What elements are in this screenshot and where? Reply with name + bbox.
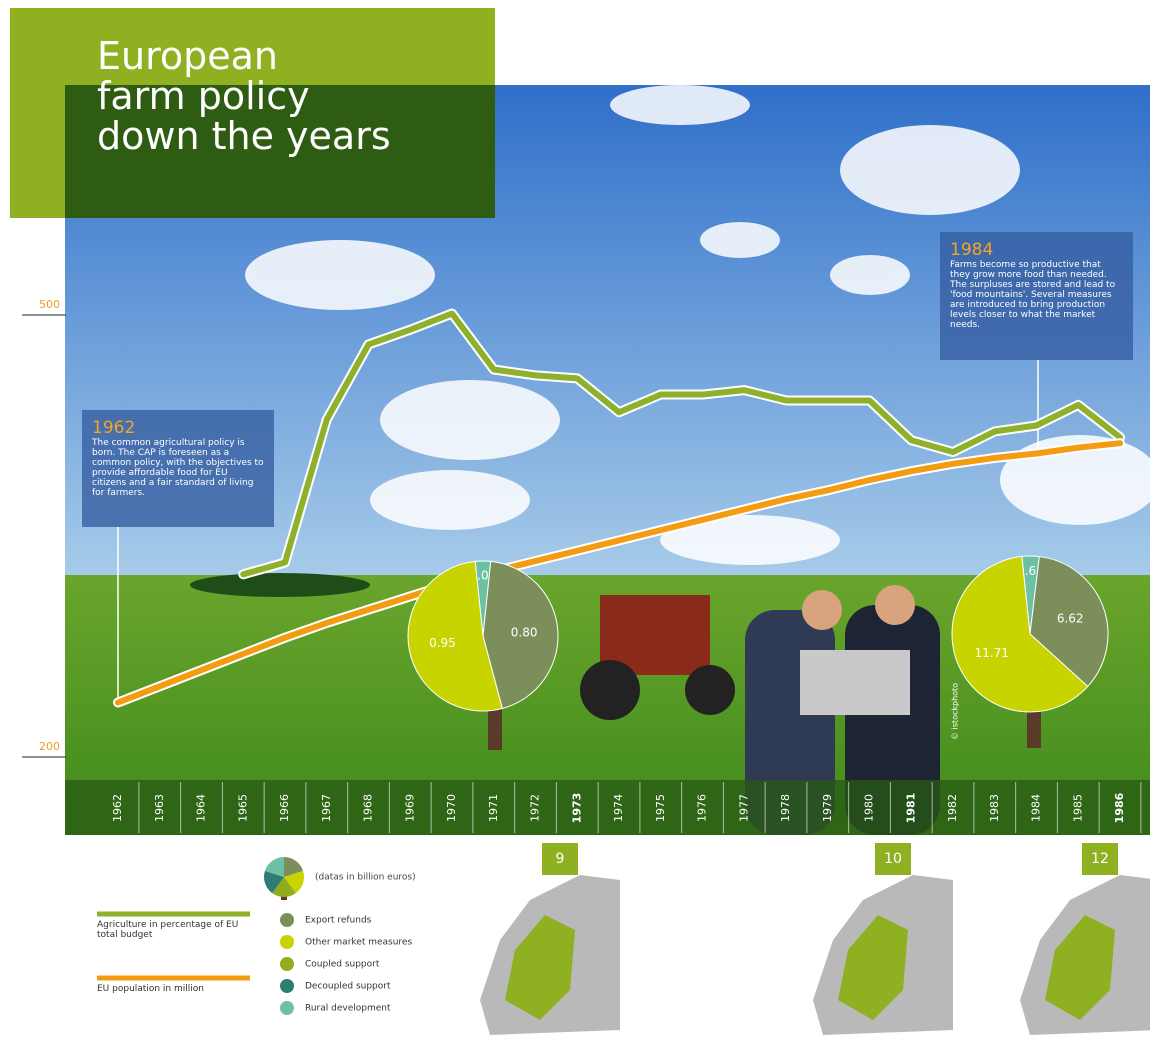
x-tick-label: 1984 [1030, 794, 1043, 822]
infographic: © istockphoto (datas in billion euros) 2… [0, 0, 1150, 1041]
x-tick-label: 1965 [236, 794, 249, 822]
pie-note: (datas in billion euros) [315, 873, 416, 883]
x-tick-label: 1967 [320, 794, 333, 822]
legend-label: EU population in million [97, 984, 257, 994]
x-tick-label: 1971 [487, 794, 500, 822]
x-tick-label: 1973 [570, 793, 583, 824]
x-tick-label: 1980 [863, 794, 876, 822]
x-tick-label: 1981 [904, 793, 917, 824]
pie-label: 11.71 [975, 646, 1009, 660]
pie-label: 6.62 [1057, 612, 1084, 626]
legend-label: Rural development [305, 1004, 391, 1014]
annotation-text: Farms become so productive that they gro… [950, 260, 1123, 330]
legend-label: Agriculture in percentage of EU total bu… [97, 920, 257, 940]
title-line: European [97, 36, 391, 76]
title-line: down the years [97, 116, 391, 156]
x-tick-label: 1977 [737, 794, 750, 822]
member-count: 12 [1091, 851, 1109, 867]
y-tick-label: 500 [39, 298, 60, 311]
x-tick-label: 1964 [195, 794, 208, 822]
title-line: farm policy [97, 76, 391, 116]
x-tick-label: 1985 [1071, 794, 1084, 822]
y-tick-label: 200 [39, 740, 60, 753]
x-tick-label: 1966 [278, 794, 291, 822]
pie-label: 0.80 [511, 625, 538, 639]
x-tick-label: 1975 [654, 794, 667, 822]
x-tick-label: 1972 [529, 794, 542, 822]
legend-marker [280, 957, 294, 971]
member-count: 9 [556, 851, 565, 867]
x-tick-label: 1978 [779, 794, 792, 822]
x-tick-label: 1986 [1113, 792, 1126, 823]
x-tick-label: 1982 [946, 794, 959, 822]
pie-label: 0.95 [429, 636, 456, 650]
legend-marker [280, 935, 294, 949]
x-tick-label: 1976 [696, 794, 709, 822]
x-tick-label: 1979 [821, 794, 834, 822]
x-tick-label: 1969 [403, 794, 416, 822]
legend-marker [280, 913, 294, 927]
legend-marker [280, 979, 294, 993]
x-tick-label: 1963 [153, 794, 166, 822]
x-tick-label: 1970 [445, 794, 458, 822]
legend-label: Coupled support [305, 960, 380, 970]
x-tick-label: 1962 [111, 794, 124, 822]
x-tick-label: 1983 [988, 794, 1001, 822]
legend-marker [280, 1001, 294, 1015]
x-tick-label: 1974 [612, 794, 625, 822]
legend-label: Decoupled support [305, 982, 391, 992]
credit: © istockphoto [951, 683, 960, 740]
annotation-text: The common agricultural policy is born. … [92, 438, 264, 498]
legend-label: Export refunds [305, 916, 372, 926]
annotation-year: 1984 [950, 240, 1123, 260]
annotation-year: 1962 [92, 418, 264, 438]
member-count: 10 [884, 851, 902, 867]
x-tick-label: 1968 [362, 794, 375, 822]
trees [190, 573, 370, 597]
legend-label: Other market measures [305, 938, 412, 948]
